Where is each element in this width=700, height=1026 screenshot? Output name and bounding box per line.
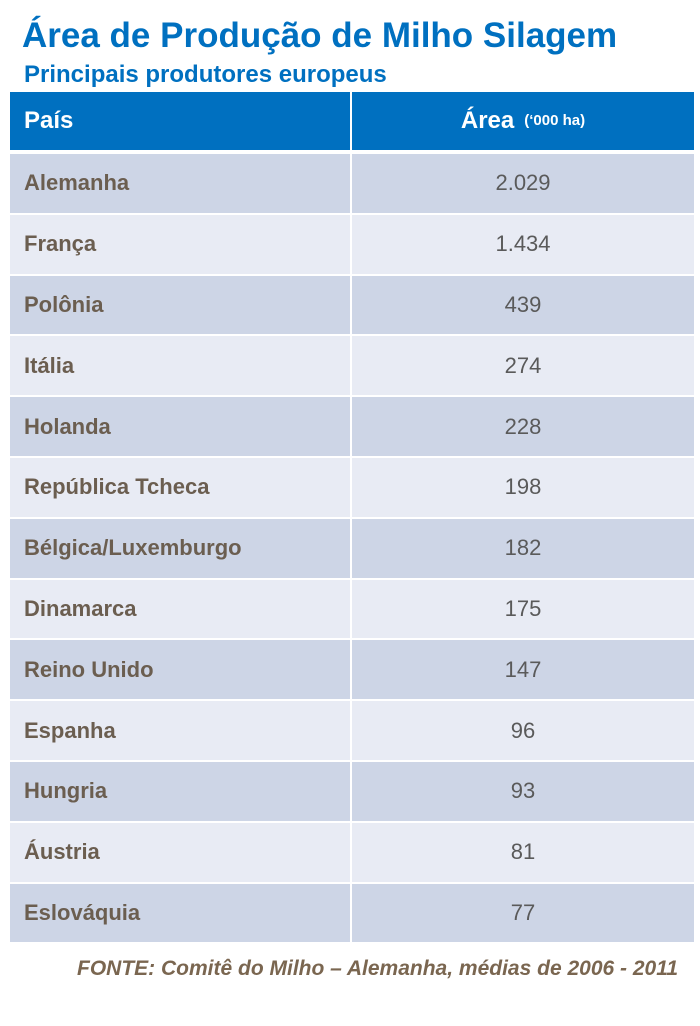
cell-area: 198 [352, 457, 694, 519]
table-row: França 1.434 [10, 214, 694, 276]
cell-area: 439 [352, 275, 694, 337]
cell-area: 175 [352, 579, 694, 641]
table-row: Eslováquia 77 [10, 883, 694, 945]
cell-country: França [10, 214, 352, 276]
table-row: Bélgica/Luxemburgo 182 [10, 518, 694, 580]
header-area: Área (‘000 ha) [352, 92, 694, 154]
cell-country: Alemanha [10, 154, 352, 215]
cell-country: Eslováquia [10, 883, 352, 945]
table-row: Polônia 439 [10, 275, 694, 337]
cell-area: 2.029 [352, 154, 694, 215]
table-row: Espanha 96 [10, 701, 694, 762]
cell-area: 96 [352, 701, 694, 762]
cell-country: Polônia [10, 275, 352, 337]
cell-country: Áustria [10, 822, 352, 884]
cell-area: 93 [352, 761, 694, 823]
cell-country: República Tcheca [10, 457, 352, 519]
header-country: País [10, 92, 352, 154]
table-row: Hungria 93 [10, 761, 694, 823]
cell-area: 81 [352, 822, 694, 884]
header-row: País Área (‘000 ha) [10, 92, 694, 154]
table-row: República Tcheca 198 [10, 457, 694, 519]
table-row: Reino Unido 147 [10, 640, 694, 702]
table-row: Alemanha 2.029 [10, 154, 694, 215]
cell-area: 77 [352, 883, 694, 945]
cell-country: Dinamarca [10, 579, 352, 641]
cell-country: Reino Unido [10, 640, 352, 702]
data-table-wrapper: País Área (‘000 ha) Alemanha 2.029 França 1… [10, 92, 694, 945]
production-table: País Área (‘000 ha) Alemanha 2.029 França 1… [10, 92, 694, 945]
cell-country: Bélgica/Luxemburgo [10, 518, 352, 580]
cell-country: Espanha [10, 701, 352, 762]
table-header: País Área (‘000 ha) [10, 92, 694, 154]
table-row: Áustria 81 [10, 822, 694, 884]
cell-area: 228 [352, 397, 694, 458]
header-area-label: Área [460, 107, 515, 134]
table-row: Holanda 228 [10, 397, 694, 458]
cell-area: 147 [352, 640, 694, 702]
page-title: Área de Produção de Milho Silagem [22, 16, 618, 55]
table-row: Dinamarca 175 [10, 579, 694, 641]
table-row: Itália 274 [10, 336, 694, 398]
source-note: FONTE: Comitê do Milho – Alemanha, média… [77, 957, 678, 980]
cell-area: 182 [352, 518, 694, 580]
cell-country: Itália [10, 336, 352, 398]
header-area-unit: (‘000 ha) [524, 112, 586, 129]
cell-country: Hungria [10, 761, 352, 823]
cell-country: Holanda [10, 397, 352, 458]
page-subtitle: Principais produtores europeus [24, 61, 387, 88]
cell-area: 274 [352, 336, 694, 398]
table-body: Alemanha 2.029 França 1.434 Polônia 439 Itá… [10, 154, 694, 945]
cell-area: 1.434 [352, 214, 694, 276]
